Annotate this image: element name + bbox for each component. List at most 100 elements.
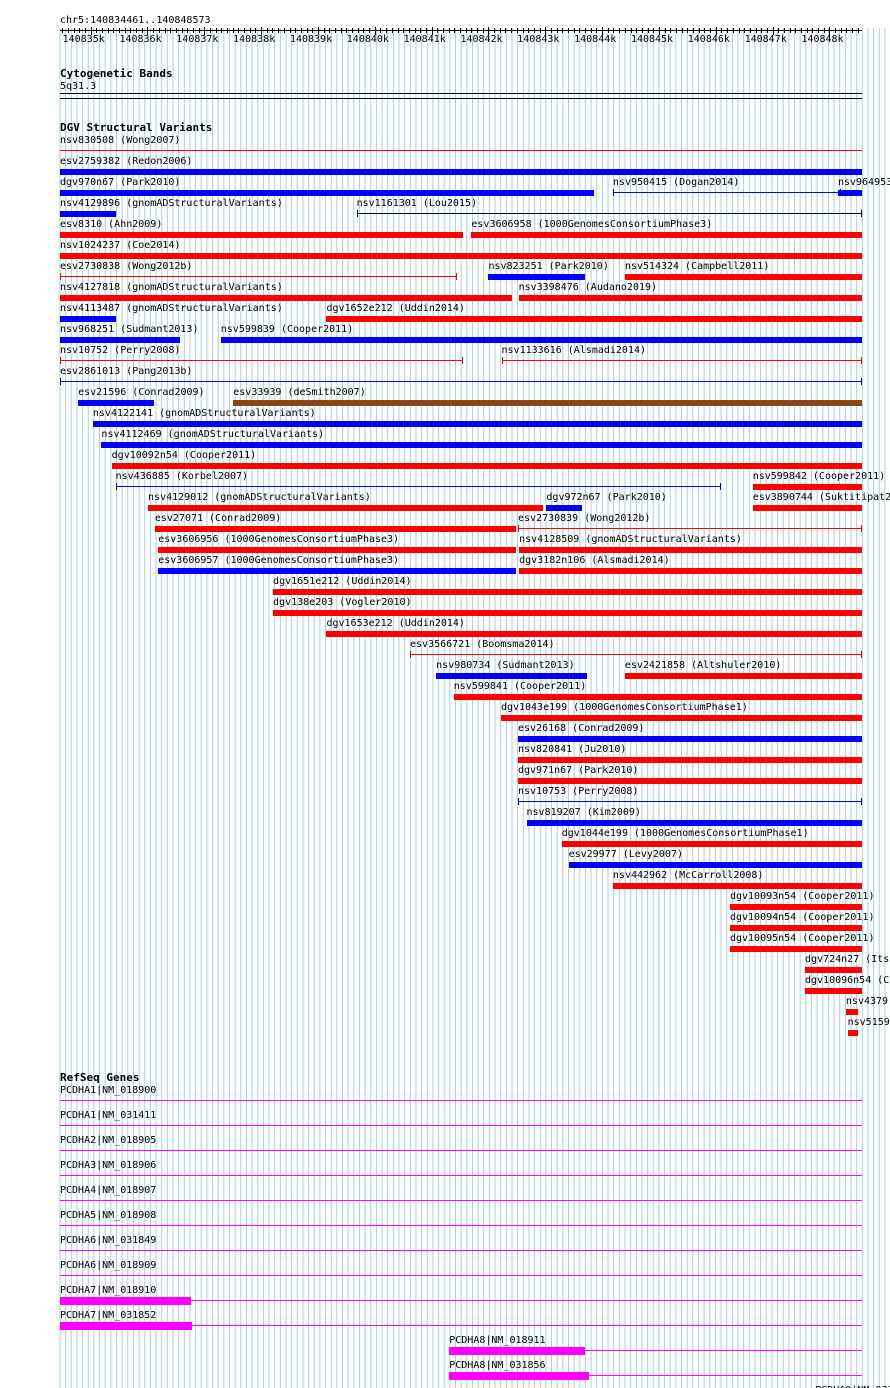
variant-label[interactable]: dgv3182n106 (Alsmadi2014)	[519, 555, 670, 566]
gene-label[interactable]: PCDHA9|NM_031	[815, 1385, 890, 1388]
variant-label[interactable]: nsv964953	[837, 177, 890, 188]
gene-intron-line[interactable]	[60, 1200, 862, 1201]
variant-bar[interactable]	[624, 673, 862, 679]
variant-label[interactable]: nsv980734 (Sudmant2013)	[436, 660, 575, 671]
variant-bar[interactable]	[518, 736, 862, 742]
gene-exon-block[interactable]	[449, 1372, 590, 1380]
variant-bar[interactable]	[804, 988, 862, 994]
gene-intron-line[interactable]	[60, 1225, 862, 1226]
variant-bar[interactable]	[326, 316, 862, 322]
gene-label[interactable]: PCDHA4|NM_018907	[60, 1185, 157, 1196]
variant-label[interactable]: esv3566721 (Boomsma2014)	[410, 639, 555, 650]
variant-bar[interactable]	[729, 946, 862, 952]
variant-label[interactable]: esv3606957 (1000GenomesConsortiumPhase3)	[158, 555, 400, 566]
variant-label[interactable]: nsv5159	[847, 1017, 890, 1028]
variant-label[interactable]: dgv972n67 (Park2010)	[546, 492, 667, 503]
variant-bar[interactable]	[60, 316, 117, 322]
gene-label[interactable]: PCDHA1|NM_031411	[60, 1110, 157, 1121]
variant-label[interactable]: esv8310 (Ahn2009)	[60, 219, 163, 230]
gene-intron-line[interactable]	[60, 1300, 862, 1301]
gene-exon-block[interactable]	[60, 1322, 193, 1330]
variant-label[interactable]: nsv968251 (Sudmant2013)	[60, 324, 199, 335]
variant-label[interactable]: nsv3398476 (Audano2019)	[518, 282, 658, 293]
variant-label[interactable]: nsv4128509 (gnomADStructuralVariants)	[519, 534, 742, 545]
gene-exon-block[interactable]	[449, 1347, 586, 1355]
variant-label[interactable]: nsv4113487 (gnomADStructuralVariants)	[60, 303, 283, 314]
variant-label[interactable]: nsv1133616 (Alsmadi2014)	[501, 345, 647, 356]
gene-label[interactable]: PCDHA6|NM_031849	[60, 1235, 157, 1246]
variant-label[interactable]: nsv823251 (Park2010)	[488, 261, 609, 272]
variant-bar[interactable]	[518, 295, 862, 301]
variant-bar[interactable]	[158, 547, 516, 553]
variant-label[interactable]: dgv10095n54 (Cooper2011)	[729, 933, 875, 944]
variant-label[interactable]: nsv4112469 (gnomADStructuralVariants)	[101, 429, 325, 440]
variant-label[interactable]: esv3606956 (1000GenomesConsortiumPhase3)	[158, 534, 400, 545]
variant-bar[interactable]	[436, 673, 588, 679]
variant-bar[interactable]	[519, 547, 862, 553]
variant-label[interactable]: esv2730839 (Wong2012b)	[518, 513, 651, 524]
gene-intron-line[interactable]	[60, 1275, 862, 1276]
variant-bar[interactable]	[60, 360, 463, 361]
variant-label[interactable]: nsv1161301 (Lou2015)	[356, 198, 478, 209]
variant-label[interactable]: nsv436885 (Korbel2007)	[115, 471, 249, 482]
variant-label[interactable]: dgv724n27 (Its	[804, 954, 890, 965]
variant-label[interactable]: dgv970n67 (Park2010)	[60, 177, 181, 188]
variant-bar[interactable]	[356, 213, 862, 214]
variant-bar[interactable]	[111, 463, 862, 469]
variant-bar[interactable]	[612, 192, 841, 193]
variant-label[interactable]: nsv819207 (Kim2009)	[526, 807, 641, 818]
variant-label[interactable]: nsv514324 (Campbell2011)	[624, 261, 770, 272]
variant-label[interactable]: esv27071 (Conrad2009)	[154, 513, 282, 524]
variant-bar[interactable]	[273, 589, 862, 595]
variant-bar[interactable]	[154, 526, 516, 532]
gene-intron-line[interactable]	[60, 1125, 862, 1126]
variant-bar[interactable]	[60, 295, 513, 301]
variant-bar[interactable]	[488, 274, 586, 280]
variant-bar[interactable]	[561, 841, 862, 847]
gene-label[interactable]: PCDHA3|NM_018906	[60, 1160, 157, 1171]
gene-label[interactable]: PCDHA7|NM_031852	[60, 1310, 157, 1321]
variant-label[interactable]: nsv599841 (Cooper2011)	[453, 681, 587, 692]
variant-bar[interactable]	[115, 486, 722, 487]
variant-bar[interactable]	[148, 505, 543, 511]
variant-bar[interactable]	[60, 169, 862, 175]
variant-bar[interactable]	[845, 1009, 858, 1015]
variant-label[interactable]: nsv599842 (Cooper2011)	[752, 471, 886, 482]
gene-label[interactable]: PCDHA2|NM_018905	[60, 1135, 157, 1146]
gene-exon-block[interactable]	[60, 1297, 192, 1305]
variant-bar[interactable]	[273, 610, 862, 616]
variant-bar[interactable]	[518, 528, 862, 529]
gene-label[interactable]: PCDHA7|NM_018910	[60, 1285, 157, 1296]
variant-label[interactable]: nsv4379	[845, 996, 889, 1007]
variant-label[interactable]: esv3890744 (Suktitipat2014)	[752, 492, 890, 503]
variant-label[interactable]: nsv442962 (McCarroll2008)	[612, 870, 764, 881]
variant-label[interactable]: nsv4127818 (gnomADStructuralVariants)	[60, 282, 283, 293]
variant-label[interactable]: esv29977 (Levy2007)	[568, 849, 683, 860]
variant-label[interactable]: dgv138e203 (Vogler2010)	[273, 597, 412, 608]
variant-label[interactable]: dgv10092n54 (Cooper2011)	[111, 450, 257, 461]
variant-label[interactable]: nsv830508 (Wong2007)	[60, 135, 181, 146]
variant-label[interactable]: nsv10753 (Perry2008)	[518, 786, 639, 797]
variant-label[interactable]: esv3606958 (1000GenomesConsortiumPhase3)	[471, 219, 713, 230]
variant-bar[interactable]	[612, 883, 862, 889]
variant-label[interactable]: esv21596 (Conrad2009)	[78, 387, 205, 398]
variant-bar[interactable]	[60, 190, 595, 196]
variant-bar[interactable]	[101, 442, 862, 448]
variant-bar[interactable]	[60, 337, 181, 343]
variant-bar[interactable]	[220, 337, 862, 343]
variant-bar[interactable]	[729, 904, 862, 910]
gene-intron-line[interactable]	[60, 1250, 862, 1251]
variant-bar[interactable]	[60, 276, 458, 277]
gene-label[interactable]: PCDHA8|NM_031856	[449, 1360, 546, 1371]
variant-label[interactable]: dgv1653e212 (Uddin2014)	[326, 618, 465, 629]
variant-label[interactable]: dgv10096n54 (C	[804, 975, 890, 986]
variant-bar[interactable]	[568, 862, 862, 868]
variant-bar[interactable]	[804, 967, 862, 973]
variant-label[interactable]: nsv950415 (Dogan2014)	[612, 177, 740, 188]
gene-label[interactable]: PCDHA1|NM_018900	[60, 1085, 157, 1096]
variant-label[interactable]: nsv10752 (Perry2008)	[60, 345, 181, 356]
variant-bar[interactable]	[60, 381, 862, 382]
variant-bar[interactable]	[752, 505, 862, 511]
variant-bar[interactable]	[326, 631, 862, 637]
variant-label[interactable]: esv33939 (deSmith2007)	[233, 387, 366, 398]
